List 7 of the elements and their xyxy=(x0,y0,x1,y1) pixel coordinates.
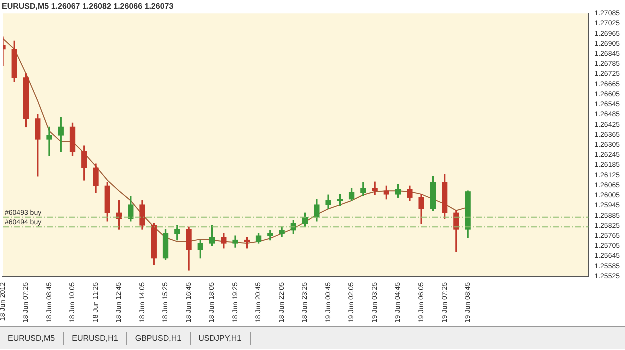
text: EURUSD,M5 xyxy=(0,332,64,344)
text: EURUSD,H1 xyxy=(64,332,128,344)
candlestick xyxy=(372,182,378,196)
text: GBPUSD,H1 xyxy=(127,332,191,344)
text: USDJPY,H1 xyxy=(190,332,251,344)
candlestick xyxy=(46,126,52,156)
chart-title: EURUSD,M5 1.26067 1.26082 1.26066 1.26073 xyxy=(2,2,174,12)
